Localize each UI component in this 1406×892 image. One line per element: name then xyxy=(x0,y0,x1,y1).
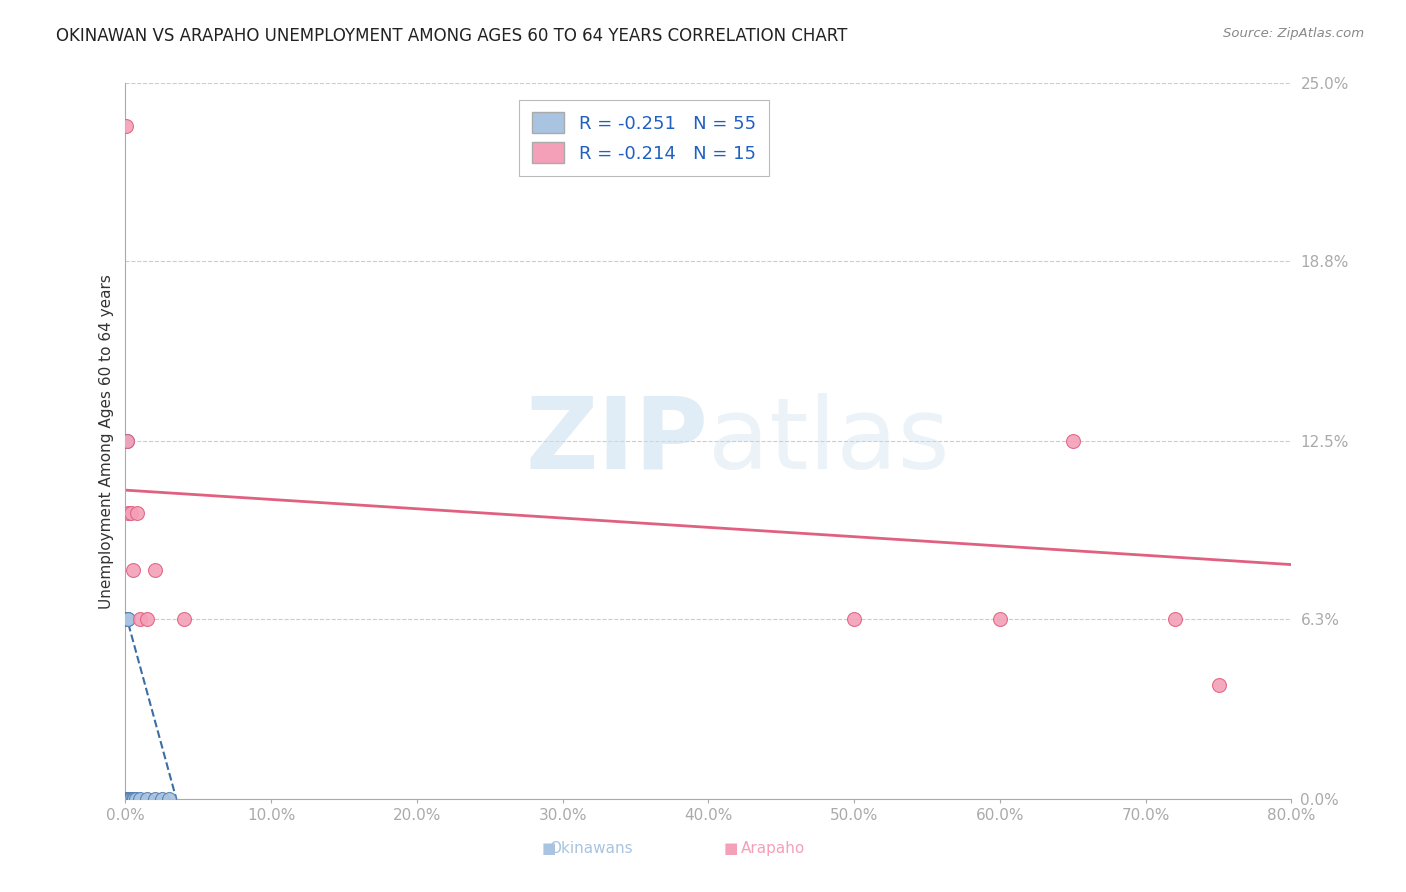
Y-axis label: Unemployment Among Ages 60 to 64 years: Unemployment Among Ages 60 to 64 years xyxy=(100,274,114,609)
Point xyxy=(115,612,138,626)
Point xyxy=(143,563,166,577)
Point xyxy=(115,612,138,626)
Point xyxy=(121,563,143,577)
Point xyxy=(115,792,138,806)
Point xyxy=(115,612,138,626)
Legend: R = -0.251   N = 55, R = -0.214   N = 15: R = -0.251 N = 55, R = -0.214 N = 15 xyxy=(519,100,769,176)
Point xyxy=(129,612,152,626)
Point xyxy=(117,506,139,520)
Point xyxy=(115,792,138,806)
Point xyxy=(136,792,159,806)
Point xyxy=(115,792,138,806)
Point xyxy=(1062,434,1084,449)
Text: OKINAWAN VS ARAPAHO UNEMPLOYMENT AMONG AGES 60 TO 64 YEARS CORRELATION CHART: OKINAWAN VS ARAPAHO UNEMPLOYMENT AMONG A… xyxy=(56,27,848,45)
Text: atlas: atlas xyxy=(709,393,950,490)
Point xyxy=(115,792,138,806)
Point xyxy=(115,792,138,806)
Point xyxy=(115,792,138,806)
Point xyxy=(115,792,138,806)
Point xyxy=(1164,612,1187,626)
Point xyxy=(115,612,138,626)
Point xyxy=(117,792,139,806)
Point xyxy=(136,612,159,626)
Point xyxy=(115,612,138,626)
Point xyxy=(120,506,142,520)
Point xyxy=(115,434,138,449)
Point xyxy=(115,434,138,449)
Point xyxy=(115,612,138,626)
Point xyxy=(115,792,138,806)
Point xyxy=(115,120,138,134)
Point xyxy=(115,612,138,626)
Point xyxy=(143,792,166,806)
Point xyxy=(120,792,142,806)
Point xyxy=(121,792,143,806)
Point xyxy=(117,792,139,806)
Point xyxy=(118,792,141,806)
Point xyxy=(115,612,138,626)
Point xyxy=(124,792,146,806)
Point xyxy=(115,612,138,626)
Point xyxy=(115,612,138,626)
Point xyxy=(127,506,149,520)
Point xyxy=(115,792,138,806)
Point xyxy=(115,792,138,806)
Point xyxy=(115,792,138,806)
Point xyxy=(115,612,138,626)
Point xyxy=(115,792,138,806)
Text: ■: ■ xyxy=(541,841,555,856)
Point xyxy=(115,612,138,626)
Text: ■: ■ xyxy=(724,841,738,856)
Point xyxy=(115,792,138,806)
Point xyxy=(115,434,138,449)
Point xyxy=(118,792,141,806)
Text: Arapaho: Arapaho xyxy=(741,841,806,856)
Point xyxy=(150,792,173,806)
Point xyxy=(115,792,138,806)
Point xyxy=(129,792,152,806)
Point xyxy=(115,792,138,806)
Point xyxy=(988,612,1011,626)
Point xyxy=(115,612,138,626)
Point xyxy=(115,792,138,806)
Point xyxy=(844,612,866,626)
Point xyxy=(115,792,138,806)
Point xyxy=(115,792,138,806)
Point xyxy=(115,434,138,449)
Text: Source: ZipAtlas.com: Source: ZipAtlas.com xyxy=(1223,27,1364,40)
Point xyxy=(115,792,138,806)
Text: ZIP: ZIP xyxy=(526,393,709,490)
Point xyxy=(157,792,180,806)
Text: Okinawans: Okinawans xyxy=(548,841,633,856)
Point xyxy=(115,792,138,806)
Point xyxy=(115,792,138,806)
Point xyxy=(115,612,138,626)
Point xyxy=(115,792,138,806)
Point xyxy=(120,792,142,806)
Point xyxy=(173,612,195,626)
Point xyxy=(1208,678,1230,692)
Point xyxy=(122,792,145,806)
Point xyxy=(115,612,138,626)
Point xyxy=(117,612,139,626)
